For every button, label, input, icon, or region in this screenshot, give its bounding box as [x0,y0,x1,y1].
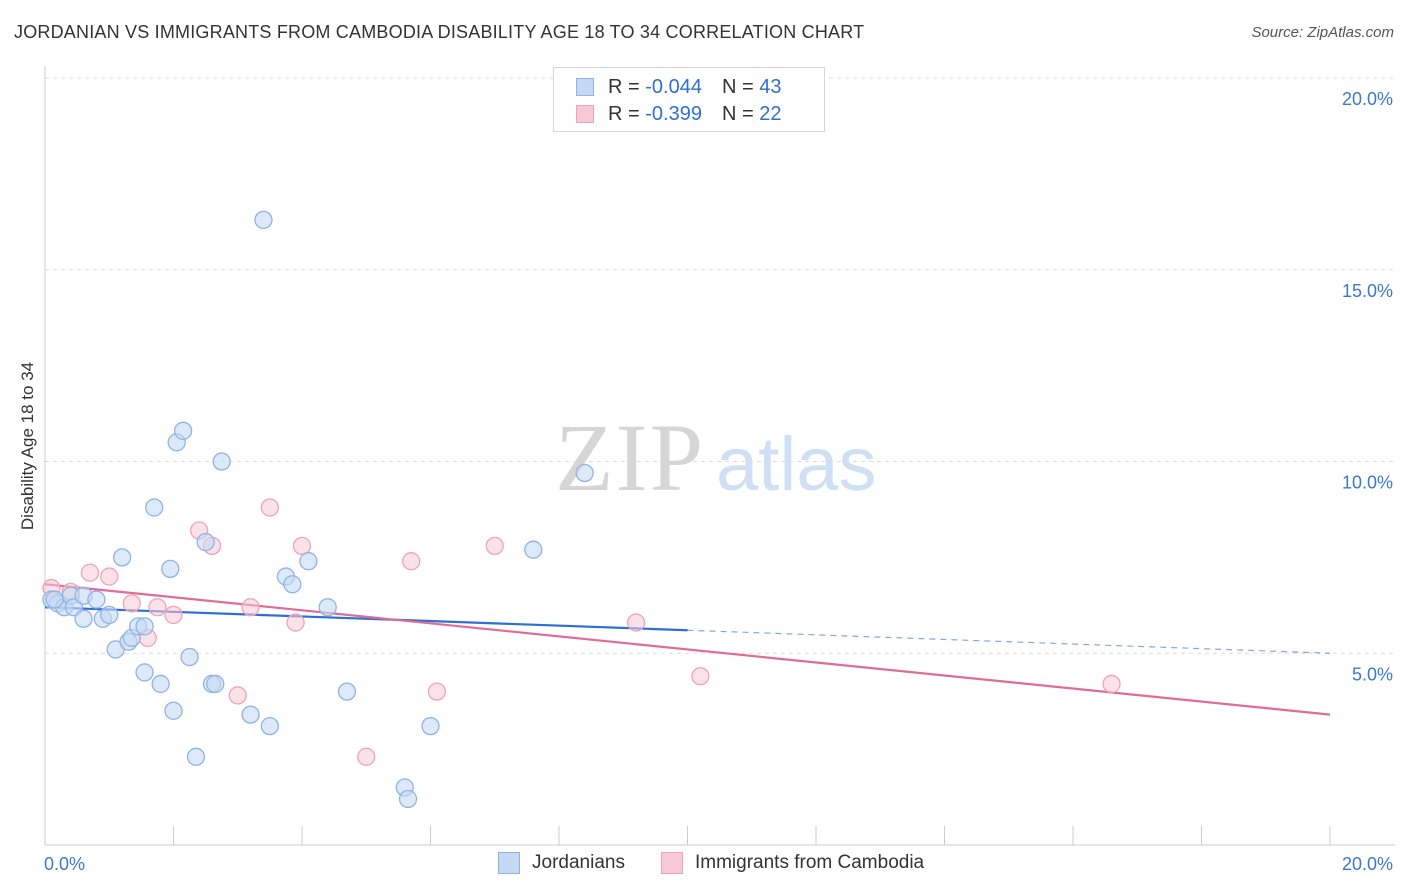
cambodia-point [100,567,119,586]
legend-n-label: N = [721,102,754,125]
axes [44,66,1395,846]
legend-r-label: R = [608,102,640,125]
jordanian-point [145,498,164,517]
jordanian-point [283,575,302,594]
cambodia-point [485,536,504,556]
jordanian-point [524,540,543,559]
watermark-zip: ZIP [555,404,705,511]
cambodia-point [286,613,305,632]
jordanian-point [241,705,260,724]
legend-r-value: -0.399 [645,102,702,125]
legend-row-jordanians: R = -0.044 N = 43 [576,74,781,100]
legend-n-label: N = [721,75,754,98]
cambodia-point [1102,674,1121,694]
jordanian-point [180,647,199,667]
jordanian-point [212,452,231,471]
bottom-swatch-pink [661,852,683,874]
jordanian-point [260,716,280,736]
jordanian-trend-dashed [687,629,1331,654]
chart-title: JORDANIAN VS IMMIGRANTS FROM CAMBODIA DI… [14,22,865,42]
y-tick-label: 10.0% [1342,473,1393,493]
jordanian-point [173,421,193,440]
jordanian-point [299,552,318,571]
jordanian-point [318,598,337,617]
jordanian-point [151,674,170,694]
cambodia-point [228,686,247,705]
jordanian-point [337,682,357,701]
cambodia-point [241,598,260,617]
data-points [42,210,1121,809]
cambodia-point [626,613,646,632]
bottom-legend-label: Immigrants from Cambodia [695,852,925,873]
jordanian-point [87,590,106,609]
gridlines [45,77,1395,654]
x-tick-label: 0.0% [44,854,85,874]
cambodia-point [80,563,100,582]
legend-n-value: 43 [759,75,782,98]
jordanian-point [100,605,119,625]
cambodia-point [260,498,280,517]
legend-swatch-pink [576,105,594,123]
bottom-legend-jordanians: Jordanians [498,852,625,874]
jordanian-point [196,532,215,552]
cambodia-point [122,594,141,613]
cambodia-point [691,667,710,686]
x-tick-label: 20.0% [1342,854,1393,874]
cambodia-point [292,536,312,556]
jordanian-point [112,548,132,567]
jordanian-point [135,663,154,682]
jordanian-point [575,463,594,483]
cambodia-point [402,552,421,571]
legend-r-label: R = [608,75,640,98]
cambodia-point [164,605,183,625]
jordanian-point [164,701,183,720]
jordanian-point [74,609,93,628]
tick-labels: 5.0% 10.0% 15.0% 20.0% 0.0% 20.0% [44,89,1393,874]
legend-r-value: -0.044 [645,75,702,98]
y-tick-label: 5.0% [1352,664,1393,684]
jordanian-point [45,590,64,609]
legend-row-cambodia: R = -0.399 N = 22 [576,101,781,127]
jordanian-point [398,789,418,809]
jordanian-point [254,210,273,230]
bottom-legend-cambodia: Immigrants from Cambodia [661,852,924,874]
jordanian-point [135,617,154,636]
correlation-legend: R = -0.044 N = 43 R = -0.399 N = 22 [553,67,825,132]
jordanian-point [421,716,440,736]
legend-n-value: 22 [759,102,782,125]
bottom-legend-label: Jordanians [532,852,625,873]
watermark-atlas: atlas [716,422,877,507]
y-tick-label: 15.0% [1342,281,1393,301]
cambodia-point [148,598,167,617]
legend-swatch-blue [576,78,594,96]
y-tick-label: 20.0% [1342,89,1393,109]
source-label: Source: ZipAtlas.com [1251,24,1394,41]
cambodia-point [427,682,447,701]
cambodia-point [357,747,376,766]
jordanian-point [161,559,180,579]
jordanian-point [206,674,225,694]
bottom-swatch-blue [498,852,520,874]
jordanian-point [186,747,206,766]
